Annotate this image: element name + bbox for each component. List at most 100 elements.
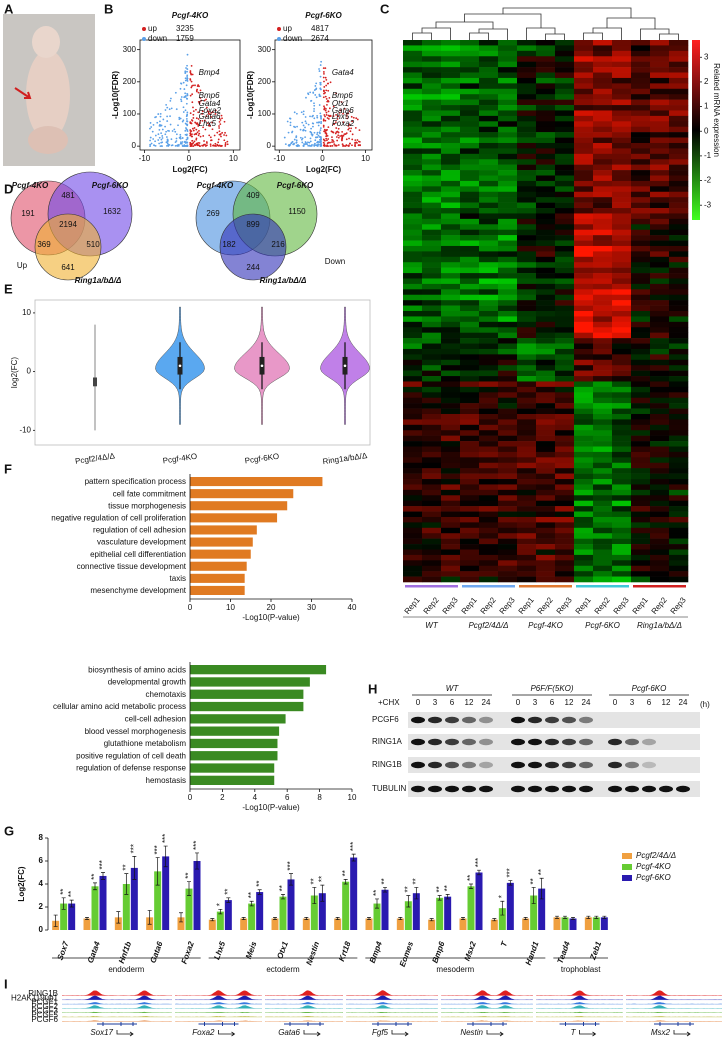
- heatmap-cell: [403, 202, 423, 209]
- heatmap-cell: [460, 197, 480, 203]
- category-label: connective tissue development: [77, 562, 187, 571]
- gene-label: Fgf5: [372, 1028, 389, 1037]
- heatmap-cell: [593, 560, 613, 567]
- heatmap-cell: [479, 376, 499, 382]
- point: [326, 82, 329, 85]
- error-bar: [406, 895, 411, 908]
- heatmap-cell: [593, 45, 613, 52]
- heatmap-cell: [517, 403, 537, 409]
- point: [165, 103, 168, 106]
- point: [359, 144, 361, 146]
- point: [341, 130, 344, 133]
- heatmap-cell: [650, 511, 670, 518]
- heatmap-cell: [631, 413, 651, 420]
- heatmap-cell: [460, 424, 480, 431]
- heatmap-cell: [479, 164, 499, 171]
- heatmap-cell: [403, 245, 423, 252]
- heatmap-cell: [498, 262, 518, 268]
- point: [318, 70, 321, 72]
- heatmap-cell: [612, 180, 632, 187]
- heatmap-cell: [517, 571, 537, 577]
- bar: [190, 489, 294, 499]
- point: [323, 86, 326, 88]
- heatmap-cell: [498, 511, 518, 518]
- heatmap-cell: [650, 202, 670, 209]
- heatmap-cell: [631, 180, 651, 187]
- heatmap-cell: [441, 262, 461, 268]
- heatmap-cell: [422, 359, 442, 366]
- point: [292, 143, 295, 146]
- heatmap-cell: [441, 180, 461, 187]
- point: [192, 145, 195, 148]
- heatmap-cell: [650, 495, 670, 501]
- heatmap-cell: [612, 159, 632, 165]
- point: [211, 111, 214, 113]
- heatmap-cell: [403, 549, 423, 556]
- heatmap-cell: [403, 424, 423, 431]
- venn-count: 1632: [103, 207, 121, 216]
- point: [162, 118, 165, 121]
- point: [193, 144, 196, 146]
- heatmap-cell: [441, 294, 461, 301]
- heatmap-cell: [479, 202, 499, 209]
- point: [203, 99, 206, 102]
- point: [158, 136, 161, 139]
- heatmap-cell: [555, 61, 575, 68]
- heatmap-cell: [574, 495, 594, 501]
- heatmap-cell: [574, 99, 594, 106]
- signal-track: [626, 1020, 722, 1022]
- venn-count: 269: [206, 209, 220, 218]
- point: [174, 141, 177, 144]
- heatmap-cell: [574, 126, 594, 133]
- heatmap-cell: [422, 77, 442, 84]
- heatmap-cell: [574, 430, 594, 436]
- heatmap-cell: [441, 305, 461, 312]
- heatmap-cell: [536, 50, 556, 57]
- heatmap-cell: [460, 67, 480, 73]
- point: [184, 140, 186, 143]
- heatmap-cell: [517, 110, 537, 117]
- heatmap-cell: [593, 359, 613, 366]
- tss-arrow: [116, 1030, 134, 1037]
- point: [179, 137, 182, 140]
- heatmap-cell: [479, 392, 499, 399]
- track-label: PCGF2: [31, 1002, 58, 1011]
- tss-arrow: [303, 1030, 321, 1037]
- heatmap-cell: [650, 397, 670, 404]
- significance: **: [90, 874, 99, 880]
- heatmap-cell: [479, 256, 499, 263]
- point: [354, 126, 357, 129]
- heatmap-cell: [650, 419, 670, 426]
- heatmap-cell: [498, 441, 518, 447]
- heatmap-cell: [536, 316, 556, 323]
- time-label: 0: [613, 698, 618, 707]
- heatmap-cell: [669, 500, 689, 507]
- heatmap-cell: [403, 544, 423, 550]
- x-tick-label: 40: [348, 603, 357, 612]
- heatmap-cell: [650, 457, 670, 464]
- heatmap-cell: [479, 565, 499, 572]
- replicate-label: Rep2: [536, 595, 556, 616]
- heatmap-cell: [460, 376, 480, 382]
- heatmap-cell: [593, 527, 613, 534]
- panel-label: A: [4, 1, 14, 16]
- heatmap-cell: [441, 77, 461, 84]
- error-bar: [273, 917, 277, 920]
- heatmap-cell: [517, 40, 537, 46]
- heatmap-cell: [460, 126, 480, 133]
- x-axis-label: Log2(FC): [172, 165, 207, 174]
- heatmap-cell: [441, 191, 461, 198]
- heatmap-cell: [479, 554, 499, 561]
- heatmap-cell: [422, 473, 442, 480]
- point: [327, 141, 330, 144]
- heatmap-cell: [422, 99, 442, 106]
- blot-band: [642, 785, 656, 793]
- heatmap-cell: [517, 61, 537, 68]
- bar: [190, 537, 253, 547]
- point: [323, 107, 326, 109]
- point: [164, 133, 167, 136]
- heatmap-cell: [650, 468, 670, 474]
- heatmap-cell: [650, 289, 670, 296]
- heatmap-cell: [612, 538, 632, 545]
- heatmap-cell: [650, 424, 670, 431]
